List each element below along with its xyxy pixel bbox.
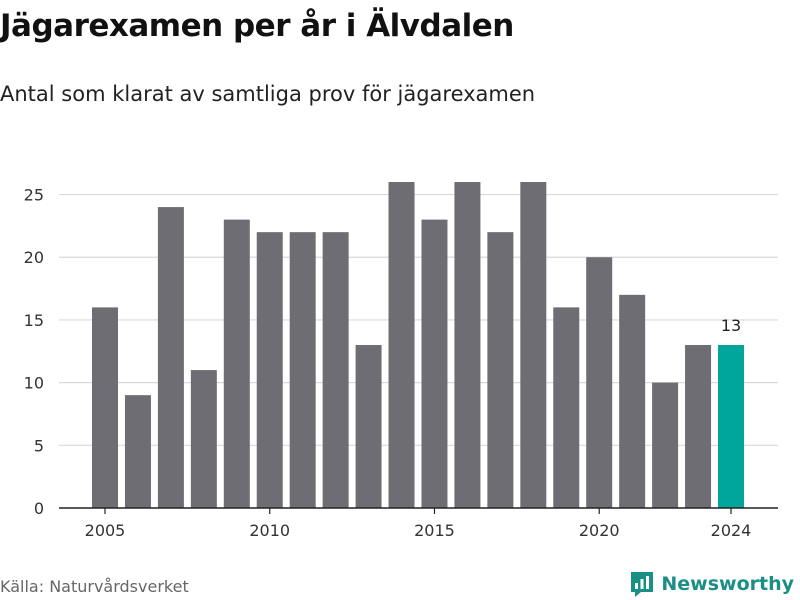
chart-title: Jägarexamen per år i Älvdalen: [0, 8, 514, 44]
data-label-2024: 13: [721, 316, 741, 335]
y-tick-label: 10: [24, 374, 44, 393]
bar-2010: [256, 232, 283, 508]
x-tick-label: 2005: [85, 521, 126, 540]
y-tick-label: 25: [24, 186, 44, 205]
x-tick-label: 2024: [711, 521, 752, 540]
newsworthy-logo-icon: [631, 572, 654, 597]
source-note: Källa: Naturvårdsverket: [0, 577, 189, 596]
bar-2019: [553, 307, 580, 508]
bar-2012: [322, 232, 349, 508]
bar-2022: [652, 382, 679, 508]
bar-2017: [487, 232, 514, 508]
x-tick-label: 2020: [579, 521, 620, 540]
x-tick-label: 2015: [414, 521, 455, 540]
bar-2015: [421, 219, 448, 508]
bars: [92, 182, 744, 509]
bar-2005: [92, 307, 118, 508]
bar-2023: [685, 345, 712, 508]
x-tick-label: 2010: [249, 521, 290, 540]
bar-2020: [586, 257, 613, 508]
chart-subtitle: Antal som klarat av samtliga prov för jä…: [0, 82, 536, 106]
bar-chart: 0 5 10 15 20 25 2005 2010 2015 2020 2024 13: [24, 182, 778, 540]
bar-2013: [355, 345, 382, 508]
bar-2009: [223, 219, 250, 508]
bar-2007: [157, 207, 184, 509]
brand-name: Newsworthy: [661, 573, 794, 595]
data-labels: 13: [721, 316, 741, 335]
bar-2021: [619, 294, 646, 508]
y-tick-label: 15: [24, 311, 44, 330]
bar-2008: [190, 370, 217, 508]
bar-2011: [289, 232, 316, 508]
bar-2018: [520, 182, 547, 508]
bar-2024: [718, 345, 744, 508]
y-tick-label: 20: [24, 248, 44, 267]
x-axis-ticks: 2005 2010 2015 2020 2024: [85, 508, 752, 540]
bar-2016: [454, 182, 481, 508]
y-tick-label: 0: [34, 499, 44, 518]
bar-2006: [124, 395, 151, 508]
y-axis-ticks: 0 5 10 15 20 25: [24, 186, 44, 518]
y-tick-label: 5: [34, 436, 44, 455]
bar-2014: [388, 182, 415, 508]
brand-logo[interactable]: Newsworthy: [629, 570, 794, 598]
